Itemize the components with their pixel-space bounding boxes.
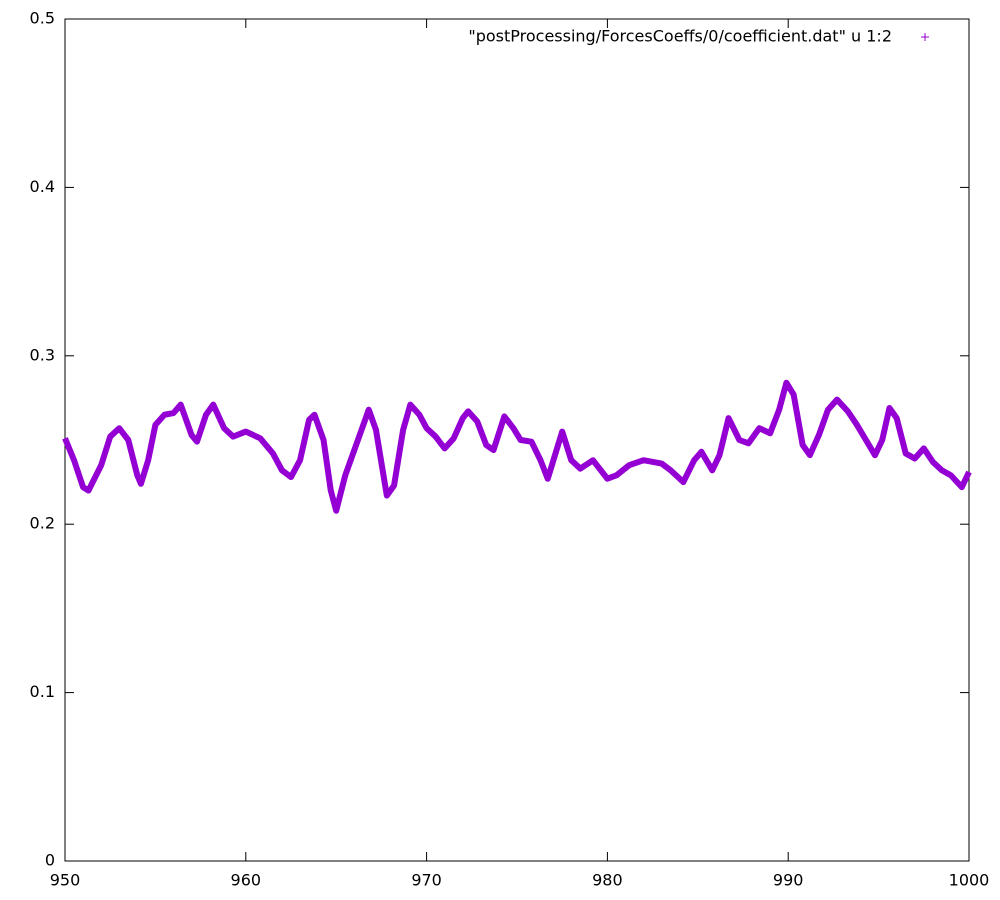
legend-label: "postProcessing/ForcesCoeffs/0/coefficie… xyxy=(468,27,892,46)
x-tick-label: 1000 xyxy=(949,871,990,890)
legend-marker xyxy=(921,33,929,41)
y-tick-label: 0.1 xyxy=(30,682,55,701)
y-tick-label: 0.5 xyxy=(30,9,55,28)
y-tick-label: 0 xyxy=(45,851,55,870)
y-tick-label: 0.2 xyxy=(30,514,55,533)
x-tick-label: 960 xyxy=(231,871,262,890)
y-tick-label: 0.4 xyxy=(30,177,55,196)
y-tick-label: 0.3 xyxy=(30,345,55,364)
x-tick-label: 990 xyxy=(773,871,804,890)
x-tick-label: 970 xyxy=(411,871,442,890)
x-tick-label: 980 xyxy=(592,871,623,890)
x-tick-label: 950 xyxy=(50,871,81,890)
data-line xyxy=(62,379,972,514)
legend-marker xyxy=(921,33,929,41)
